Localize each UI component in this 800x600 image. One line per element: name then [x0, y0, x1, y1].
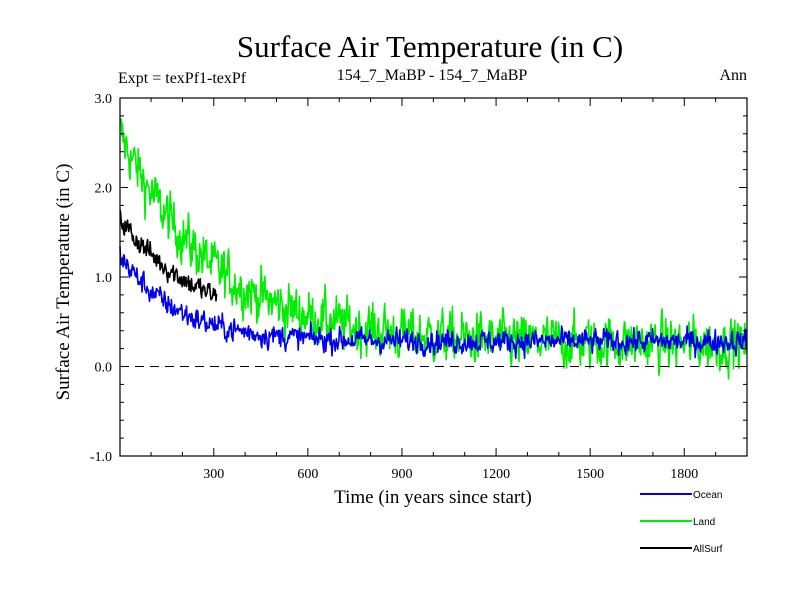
period-label: 154_7_MaBP - 154_7_MaBP — [337, 67, 528, 84]
x-tick-label: 600 — [297, 467, 318, 482]
x-tick-label: 1200 — [482, 467, 510, 482]
series-land — [119, 118, 748, 380]
y-tick-label: 3.0 — [95, 92, 113, 107]
y-tick-label: 1.0 — [95, 271, 113, 286]
season-label: Ann — [719, 67, 747, 84]
plot-frame — [119, 97, 748, 457]
x-tick-label: 900 — [391, 467, 412, 482]
series-ocean — [119, 246, 748, 360]
legend-label-allsurf: AllSurf — [693, 544, 723, 555]
x-tick-label: 1800 — [670, 467, 698, 482]
legend-label-ocean: Ocean — [693, 490, 722, 501]
y-tick-label: -1.0 — [90, 450, 112, 465]
x-axis-label: Time (in years since start) — [334, 487, 532, 508]
legend-label-land: Land — [693, 517, 715, 528]
x-tick-label: 300 — [203, 467, 224, 482]
chart-title: Surface Air Temperature (in C) — [237, 29, 623, 64]
series-allsurf — [119, 209, 218, 302]
legend: Ocean Land AllSurf — [640, 490, 723, 555]
y-tick-label: 0.0 — [95, 361, 113, 376]
plot-area: -1.0 0.0 1.0 2.0 3.0 300 600 900 1200 1500 1800 — [90, 92, 748, 482]
y-tick-label: 2.0 — [95, 182, 113, 197]
y-axis-label: Surface Air Temperature (in C) — [53, 164, 74, 401]
experiment-label: Expt = texPf1-texPf — [118, 70, 247, 87]
x-tick-label: 1500 — [576, 467, 604, 482]
